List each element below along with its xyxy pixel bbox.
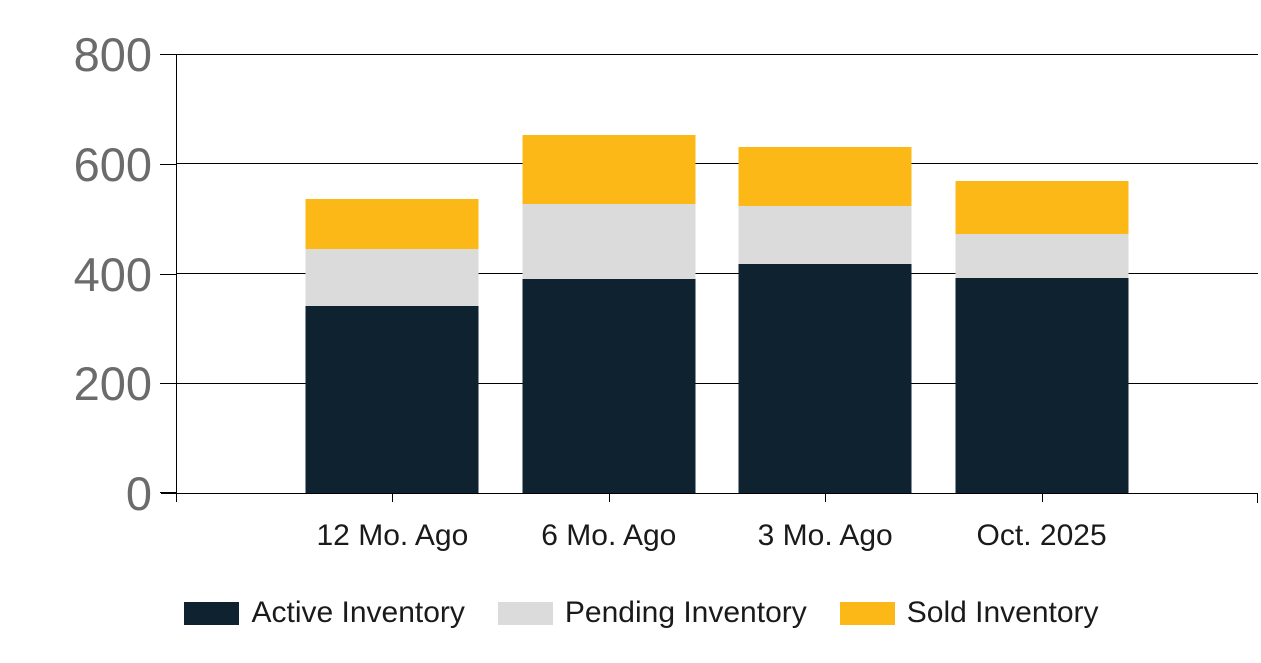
x-tick-label-4: Oct. 2025 [976,519,1107,552]
x-axis-tick-2 [608,494,610,502]
bar-segment-pending-inventory [522,204,696,279]
bar-segment-sold-inventory [305,199,479,249]
legend-swatch-active-inventory [184,601,240,625]
legend-label-active-inventory: Active Inventory [251,596,465,629]
x-axis-end-tick [1257,493,1258,503]
x-tick-label-2: 6 Mo. Ago [541,519,677,552]
y-tick-label-400: 400 [73,247,152,301]
bar-segment-pending-inventory [305,248,479,307]
bar-group-12-mo-ago [305,199,479,493]
bar-segment-pending-inventory [955,234,1129,278]
y-axis-tick-600 [160,163,176,165]
y-axis-tick-800 [160,54,176,55]
bar-segment-sold-inventory [522,134,696,205]
bar-segment-sold-inventory [955,180,1129,234]
y-tick-label-200: 200 [73,357,152,411]
x-axis-tick-1 [392,494,394,502]
y-axis-tick-400 [160,273,176,275]
plot-area [160,54,1258,502]
x-tick-label-1: 12 Mo. Ago [316,519,469,552]
y-tick-label-600: 600 [73,137,152,191]
legend-item-sold-inventory: Sold Inventory [839,596,1099,630]
x-tick-label-3: 3 Mo. Ago [757,519,893,552]
y-axis-tick-200 [160,383,176,385]
legend-label-pending-inventory: Pending Inventory [564,596,807,629]
bar-group-3-mo-ago [738,146,912,493]
chart-legend: Active Inventory Pending Inventory Sold In… [0,596,1261,630]
legend-item-active-inventory: Active Inventory [184,596,465,630]
bar-segment-active-inventory [305,306,479,493]
x-axis-line [161,493,1258,494]
gridline-400 [176,273,1258,274]
bar-segment-sold-inventory [738,146,912,207]
x-axis-tick-4 [1041,494,1043,502]
bar-segment-pending-inventory [738,206,912,265]
bar-segment-active-inventory [522,279,696,493]
legend-label-sold-inventory: Sold Inventory [906,596,1099,629]
bar-segment-active-inventory [955,277,1129,493]
bar-group-6-mo-ago [522,134,696,493]
gridline-600 [176,163,1258,165]
legend-item-pending-inventory: Pending Inventory [497,596,807,630]
bar-segment-active-inventory [738,264,912,493]
legend-swatch-pending-inventory [497,601,553,625]
y-tick-label-0: 0 [125,467,152,520]
y-axis-line [176,54,177,502]
y-tick-label-800: 800 [73,28,152,81]
gridline-200 [176,382,1258,384]
legend-swatch-sold-inventory [839,601,895,625]
y-axis-tick-0 [160,492,176,493]
x-axis-tick-3 [825,494,827,502]
gridline-800 [176,54,1258,55]
bar-group-oct-2025 [955,180,1129,493]
